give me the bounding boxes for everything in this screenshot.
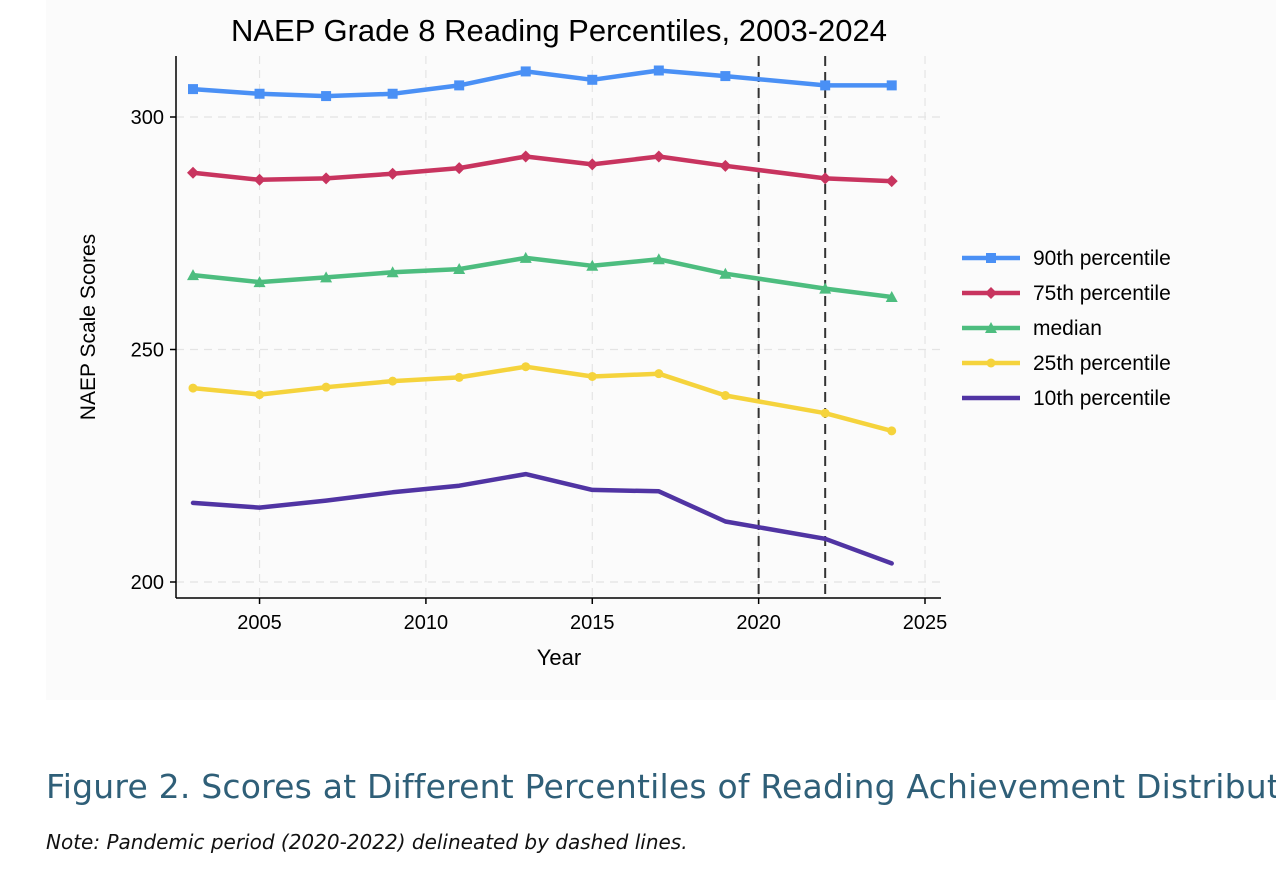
data-point (586, 158, 599, 171)
data-point (320, 172, 333, 185)
legend-item: 25th percentile (962, 352, 1171, 375)
tick-labels: 2005 2010 2015 2020 2025 200 250 300 (131, 107, 948, 634)
legend-swatch-marker (985, 287, 997, 299)
data-point (652, 150, 665, 163)
data-point (187, 166, 199, 179)
data-point (188, 383, 198, 393)
series-25th-percentile (188, 362, 897, 436)
x-tick-label: 2010 (404, 612, 449, 634)
legend-item: median (962, 317, 1102, 340)
series (187, 65, 898, 566)
data-point (320, 271, 333, 283)
y-tick-label: 300 (131, 107, 164, 129)
series-line (190, 255, 894, 300)
data-point (453, 162, 466, 175)
grid-lines (176, 56, 941, 598)
data-point (820, 80, 831, 91)
legend-swatch-marker (986, 253, 996, 263)
series-line (190, 471, 894, 566)
x-axis-label: Year (537, 645, 581, 670)
data-point (654, 369, 664, 379)
data-point (519, 251, 532, 263)
legend-label: median (1033, 317, 1102, 340)
data-point (720, 71, 731, 82)
data-point (587, 371, 597, 381)
data-point (520, 66, 531, 77)
data-point (454, 372, 464, 382)
chart-title: NAEP Grade 8 Reading Percentiles, 2003-2… (231, 13, 887, 48)
figure-caption: Figure 2. Scores at Different Percentile… (46, 767, 1276, 806)
data-point (719, 267, 732, 279)
x-tick-label: 2020 (736, 612, 781, 634)
data-point (586, 259, 599, 271)
legend-label: 10th percentile (1033, 387, 1171, 410)
data-point (387, 88, 398, 99)
legend-label: 75th percentile (1033, 282, 1171, 305)
data-point (819, 282, 832, 294)
series-line (190, 154, 894, 184)
figure-note: Note: Pandemic period (2020-2022) deline… (46, 830, 688, 854)
data-point (885, 175, 898, 188)
legend: 90th percentile 75th percentile median 25th… (962, 247, 1171, 410)
series-75th-percentile (187, 150, 898, 188)
data-point (719, 159, 732, 172)
data-point (253, 173, 266, 186)
x-tick-label: 2005 (237, 612, 282, 634)
data-point (652, 253, 665, 265)
legend-swatch-marker (985, 322, 997, 333)
series-90th-percentile (188, 65, 897, 102)
series-10th-percentile (190, 471, 894, 566)
data-point (321, 382, 331, 392)
y-tick-label: 250 (131, 340, 164, 362)
x-tick-label: 2015 (570, 612, 615, 634)
legend-item: 90th percentile (962, 247, 1171, 270)
data-point (321, 91, 332, 102)
data-point (819, 172, 832, 185)
legend-item: 75th percentile (962, 282, 1171, 305)
legend-item: 10th percentile (962, 387, 1171, 410)
data-point (886, 80, 897, 91)
reference-lines (757, 56, 827, 598)
y-axis-label: NAEP Scale Scores (77, 234, 100, 420)
data-point (188, 84, 198, 95)
x-tick-label: 2025 (903, 612, 948, 634)
data-point (187, 269, 199, 281)
data-point (653, 65, 664, 76)
data-point (253, 276, 266, 288)
series-line (190, 364, 894, 434)
legend-label: 90th percentile (1033, 247, 1171, 270)
legend-swatch-marker (986, 358, 996, 368)
data-point (388, 376, 398, 386)
data-point (254, 88, 265, 99)
y-tick-label: 200 (131, 572, 164, 594)
data-point (386, 266, 399, 278)
data-point (720, 391, 730, 401)
legend-label: 25th percentile (1033, 352, 1171, 375)
data-point (453, 263, 466, 275)
data-point (255, 390, 265, 400)
series-median (187, 251, 898, 302)
data-point (820, 408, 830, 418)
data-point (386, 167, 399, 180)
series-line (190, 68, 894, 99)
data-point (885, 290, 898, 302)
data-point (521, 362, 531, 372)
data-point (887, 426, 897, 436)
data-point (519, 150, 532, 163)
axes (175, 56, 941, 599)
data-point (454, 80, 465, 91)
data-point (587, 74, 598, 85)
